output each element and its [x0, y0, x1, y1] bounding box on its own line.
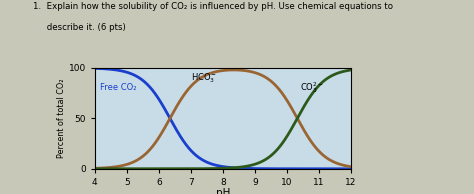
Text: Free CO₂: Free CO₂: [100, 83, 136, 92]
Text: 1.  Explain how the solubility of CO₂ is influenced by pH. Use chemical equation: 1. Explain how the solubility of CO₂ is …: [33, 2, 393, 11]
Text: CO$_3^{2-}$: CO$_3^{2-}$: [300, 80, 323, 95]
X-axis label: pH: pH: [216, 188, 230, 194]
Text: describe it. (6 pts): describe it. (6 pts): [33, 23, 126, 32]
Text: HCO$_3^-$: HCO$_3^-$: [191, 71, 217, 85]
Y-axis label: Percent of total CO₂: Percent of total CO₂: [57, 79, 66, 158]
